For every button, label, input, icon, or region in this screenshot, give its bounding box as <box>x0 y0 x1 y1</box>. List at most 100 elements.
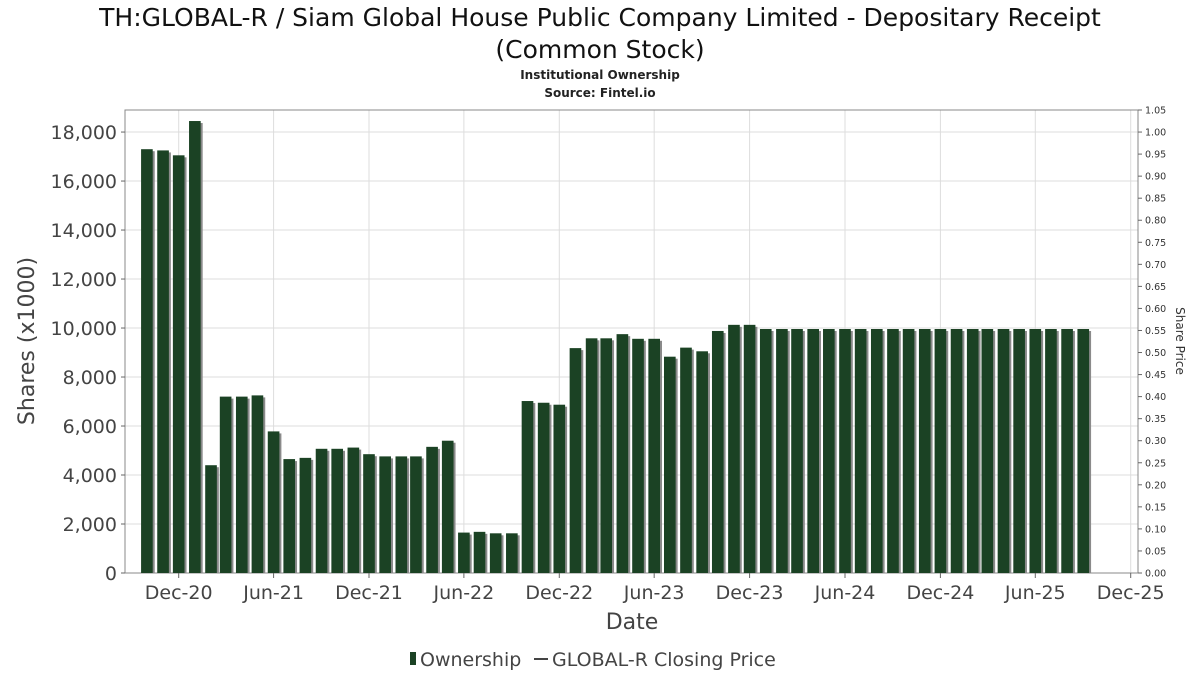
y-tick-label: 18,000 <box>51 122 117 144</box>
ownership-bar <box>521 401 534 573</box>
ownership-bar <box>410 456 422 573</box>
chart-title: TH:GLOBAL-R / Siam Global House Public C… <box>0 2 1200 66</box>
y-tick-label: 10,000 <box>51 318 117 340</box>
ownership-bars <box>141 121 1092 574</box>
ownership-bar <box>1013 329 1025 573</box>
ownership-bar <box>458 532 470 573</box>
y2-tick-label: 1.00 <box>1145 128 1166 139</box>
chart-title-line1: TH:GLOBAL-R / Siam Global House Public C… <box>99 3 1101 32</box>
ownership-bar <box>235 396 248 573</box>
ownership-bar <box>553 404 566 573</box>
x-tick-label: Jun-24 <box>814 582 876 604</box>
ownership-bar <box>1045 329 1057 573</box>
ownership-bar <box>870 329 883 573</box>
y2-axis-title: Share Price <box>1173 307 1187 375</box>
ownership-bar <box>776 329 788 573</box>
ownership-bar <box>251 395 264 573</box>
x-tick-label: Jun-23 <box>623 582 685 604</box>
y2-tick-label: 0.45 <box>1145 370 1166 381</box>
ownership-bar <box>569 348 582 573</box>
chart-source: Source: Fintel.io <box>544 86 656 100</box>
ownership-bar <box>1029 329 1042 573</box>
ownership-bar <box>997 329 1010 573</box>
y2-tick-label: 0.80 <box>1145 216 1166 227</box>
y2-tick-label: 0.40 <box>1145 392 1166 403</box>
y2-tick-label: 0.85 <box>1145 194 1166 205</box>
y2-tick-label: 0.05 <box>1145 546 1166 557</box>
y-tick-label: 6,000 <box>63 416 117 438</box>
x-axis: Dec-20 Jun-21 Dec-21 Jun-22 Dec-22 Jun-23 Dec-… <box>145 573 1165 604</box>
ownership-bar <box>854 329 867 573</box>
ownership-bar <box>934 329 947 573</box>
ownership-bar <box>696 351 708 573</box>
x-axis-title: Date <box>606 610 659 635</box>
ownership-bar <box>489 533 502 573</box>
y-tick-label: 0 <box>105 563 117 585</box>
ownership-bar <box>680 347 692 573</box>
x-tick-label: Dec-24 <box>906 582 974 604</box>
ownership-bar <box>395 456 408 573</box>
y2-tick-label: 0.35 <box>1145 414 1166 425</box>
ownership-bar <box>441 440 454 573</box>
ownership-bar <box>331 448 344 573</box>
y2-tick-label: 0.20 <box>1145 480 1166 491</box>
ownership-bar <box>537 402 550 573</box>
ownership-bar <box>600 338 613 573</box>
y2-tick-label: 0.15 <box>1145 502 1166 513</box>
x-tick-label: Jun-22 <box>433 582 495 604</box>
ownership-bar <box>189 121 201 574</box>
ownership-bar <box>887 329 899 573</box>
ownership-bar <box>728 324 740 573</box>
ownership-bar <box>267 431 280 573</box>
ownership-bar <box>648 338 660 573</box>
x-tick-label: Dec-25 <box>1097 582 1165 604</box>
y-tick-label: 4,000 <box>63 465 117 487</box>
ownership-bar <box>379 456 391 573</box>
ownership-bar <box>347 447 360 573</box>
x-tick-label: Dec-22 <box>525 582 593 604</box>
ownership-bar <box>283 459 296 573</box>
ownership-bar <box>918 329 931 573</box>
y-tick-label: 8,000 <box>63 367 117 389</box>
x-tick-label: Dec-23 <box>716 582 784 604</box>
ownership-bar <box>585 338 598 573</box>
ownership-bar <box>759 329 772 573</box>
ownership-bar <box>966 329 979 573</box>
y2-tick-label: 1.05 <box>1145 106 1166 117</box>
ownership-bar <box>791 329 803 573</box>
ownership-bar <box>743 324 756 573</box>
x-tick-label: Dec-21 <box>335 582 403 604</box>
chart-subtitle: Institutional Ownership <box>520 68 680 82</box>
y-axis-left: 0 2,000 4,000 6,000 8,000 10,000 12,000 14,000 1… <box>51 122 125 585</box>
y2-tick-label: 0.50 <box>1145 348 1166 359</box>
ownership-bar <box>950 329 963 573</box>
x-tick-label: Dec-20 <box>145 582 213 604</box>
y-tick-label: 16,000 <box>51 171 117 193</box>
y-tick-label: 14,000 <box>51 220 117 242</box>
ownership-bar <box>473 531 486 573</box>
ownership-bar <box>823 329 835 573</box>
legend-price-label: GLOBAL-R Closing Price <box>552 649 776 671</box>
y2-tick-label: 0.65 <box>1145 282 1166 293</box>
y-axis-title: Shares (x1000) <box>15 257 40 425</box>
x-tick-label: Jun-21 <box>242 582 304 604</box>
legend-ownership-swatch <box>410 652 416 665</box>
ownership-bar <box>172 155 185 573</box>
y2-tick-label: 0.10 <box>1145 524 1166 535</box>
ownership-bar <box>205 465 217 573</box>
y2-tick-label: 0.70 <box>1145 260 1166 271</box>
ownership-bar <box>363 454 375 573</box>
ownership-bar <box>711 330 724 573</box>
chart-title-line2: (Common Stock) <box>495 35 705 64</box>
y2-tick-label: 0.75 <box>1145 238 1166 249</box>
plot-area-frame <box>124 109 1139 574</box>
legend-ownership-label: Ownership <box>420 649 521 671</box>
y2-tick-label: 0.95 <box>1145 150 1166 161</box>
y-axis-right: 0.00 0.05 0.10 0.15 0.20 0.25 0.30 0.35 0.40 0.45… <box>1138 106 1166 580</box>
y2-tick-label: 0.60 <box>1145 304 1166 315</box>
ownership-bar <box>632 338 644 573</box>
ownership-bar <box>299 457 312 573</box>
ownership-bar <box>902 329 915 573</box>
y2-tick-label: 0.55 <box>1145 326 1166 337</box>
x-tick-label: Jun-25 <box>1004 582 1066 604</box>
